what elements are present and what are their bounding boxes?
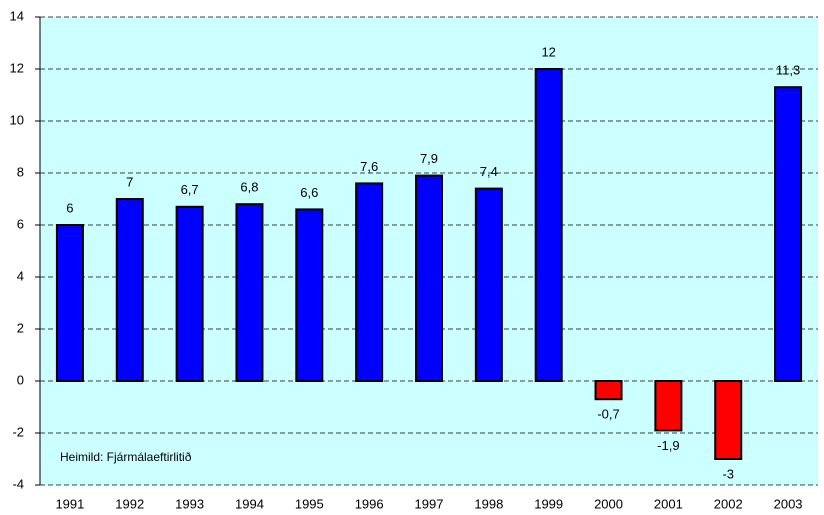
- bar: [175, 205, 204, 382]
- x-tick-label: 1997: [415, 496, 444, 511]
- y-tick-label: 6: [17, 216, 24, 231]
- y-tick-label: -2: [12, 424, 24, 439]
- bar: [714, 380, 743, 460]
- x-tick-label: 1995: [295, 496, 324, 511]
- x-tick-label: 2003: [774, 496, 803, 511]
- annotation: Heimild: Fjármálaeftirlitið: [60, 450, 192, 464]
- bar: [774, 86, 803, 382]
- x-tick-label: 1992: [115, 496, 144, 511]
- y-tick-label: 14: [10, 8, 24, 23]
- bar: [295, 208, 324, 382]
- y-tick-label: 10: [10, 112, 24, 127]
- value-label: 7,4: [480, 164, 498, 179]
- value-label: 6,7: [181, 182, 199, 197]
- value-label: 6,8: [240, 180, 258, 195]
- x-tick-label: 1999: [534, 496, 563, 511]
- bar: [55, 224, 84, 382]
- bar: [355, 182, 384, 382]
- bar: [654, 380, 683, 432]
- value-label: -3: [722, 466, 734, 481]
- bar: [474, 187, 503, 382]
- bar: [534, 68, 563, 382]
- value-label: -1,9: [657, 438, 679, 453]
- value-label: 7,9: [420, 151, 438, 166]
- value-label: 7: [126, 174, 133, 189]
- y-tick-label: -4: [12, 476, 24, 491]
- x-tick-label: 2002: [714, 496, 743, 511]
- x-tick-label: 1994: [235, 496, 264, 511]
- x-tick-label: 1996: [355, 496, 384, 511]
- value-label: 6,6: [300, 185, 318, 200]
- value-label: 7,6: [360, 159, 378, 174]
- x-tick-label: 1991: [55, 496, 84, 511]
- value-label: -0,7: [597, 407, 619, 422]
- y-tick-label: 8: [17, 164, 24, 179]
- bar: [115, 198, 144, 382]
- bar: [415, 174, 443, 382]
- value-label: 6: [66, 200, 73, 215]
- value-label: 11,3: [776, 63, 800, 78]
- bar: [594, 380, 623, 401]
- x-tick-label: 2000: [594, 496, 623, 511]
- bar: [235, 203, 264, 382]
- x-tick-label: 1993: [175, 496, 204, 511]
- y-tick-label: 4: [17, 268, 24, 283]
- y-tick-label: 2: [17, 320, 24, 335]
- value-label: 12: [541, 44, 555, 59]
- y-tick-label: 0: [17, 372, 24, 387]
- y-tick-label: 12: [10, 60, 24, 75]
- x-tick-label: 1998: [474, 496, 503, 511]
- x-tick-label: 2001: [654, 496, 683, 511]
